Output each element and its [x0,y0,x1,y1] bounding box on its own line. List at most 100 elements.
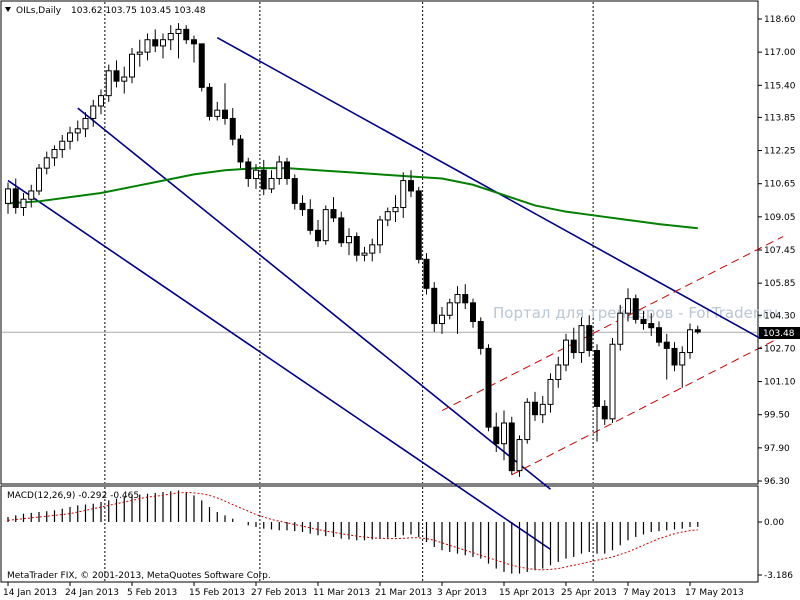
candle-body-down [299,202,306,211]
candle [671,342,678,372]
candle [330,197,337,223]
candle [439,306,445,334]
candle-body-up [322,209,329,242]
candle [214,101,221,121]
candle-body-down [408,180,414,192]
candle [284,157,290,185]
support-rising [441,236,784,412]
date-axis: 14 Jan 2013 24 Jan 2013 5 Feb 2013 15 Feb 2… [3,582,744,598]
candle-body-down [470,302,476,322]
candle [136,39,143,67]
candle [625,288,631,322]
candle [656,321,662,347]
price-tick-label: 107.45 [764,246,796,256]
price-tick-label: 104.30 [764,311,796,321]
channel-lines [7,36,784,551]
candle-body-up [547,378,554,405]
candle-body-down [330,209,337,219]
current-price-tag-bg [759,327,800,339]
date-tick-label: 17 May 2013 [685,588,744,598]
candle-body-up [346,236,352,244]
candle-body-down [694,329,701,333]
candle-body-down [152,39,159,47]
candle-body-up [20,198,27,209]
candle [5,182,11,214]
candle-body-up [136,51,143,55]
candle-body-up [361,252,368,256]
candle [152,29,159,53]
candle [12,178,19,214]
candle [36,164,42,196]
candle-body-up [439,314,445,325]
candle-body-down [415,190,422,260]
candle-body-down [198,43,205,88]
candle-body-down [508,422,515,472]
candle [648,313,655,336]
candle-body-down [12,188,19,209]
price-tick-label: 99.50 [764,411,790,421]
candle [59,135,66,158]
candle-body-down [671,347,678,366]
candle [43,151,50,175]
candle [516,435,523,477]
candle-body-down [586,325,593,351]
date-tick-label: 7 May 2013 [623,588,676,598]
candle [454,286,461,334]
date-tick-label: 14 Jan 2013 [3,588,57,598]
candle-body-down [423,258,430,289]
candle [198,43,205,92]
candle-body-up [446,302,453,316]
candle-body-down [640,318,647,325]
candle [392,195,399,223]
candle [276,155,283,185]
candle [446,298,453,320]
candle-body-up [578,325,585,354]
candle-body-down [477,320,484,349]
date-tick-label: 5 Feb 2013 [127,588,177,598]
price-tick-label: 97.90 [764,444,790,454]
candle [113,60,120,88]
candle [586,315,593,357]
moving-average [7,167,698,230]
candle-body-up [82,117,89,130]
price-tick-label: 102.70 [764,344,796,354]
candle-body-up [555,364,562,380]
candle [470,298,476,328]
candle-body-down [493,426,500,445]
date-tick-label: 21 Mar 2013 [375,588,432,598]
candle-body-up [144,39,151,53]
candle-body-up [67,132,73,142]
candle-body-up [51,149,58,159]
candle [508,416,515,475]
candle [547,373,554,413]
candle [578,317,585,363]
candle [687,323,693,359]
date-tick-label: 24 Jan 2013 [65,588,119,598]
candle-body-up [5,188,11,204]
collapse-triangle-icon[interactable] [5,7,11,12]
candle-body-up [524,401,531,441]
candle [105,64,112,102]
candle-body-up [276,161,283,180]
candle-body-up [400,180,407,209]
candle-body-up [563,339,569,366]
candle-body-up [384,211,391,221]
lower-line [7,179,551,551]
current-price-tag: 103.48 [763,329,795,339]
candle [601,400,608,426]
price-tick-label: 105.85 [764,279,796,289]
date-tick-label: 15 Feb 2013 [189,588,245,598]
candle [369,238,376,262]
candle-body-down [222,109,228,119]
candle [28,184,35,208]
candle [384,207,391,227]
candle-body-down [485,347,492,428]
candle [245,157,252,187]
macd-signal-line [7,491,698,571]
candle-body-down [663,341,670,349]
candle-body-down [570,339,577,354]
candle [160,33,166,59]
candle [563,333,569,372]
candle [640,311,647,330]
